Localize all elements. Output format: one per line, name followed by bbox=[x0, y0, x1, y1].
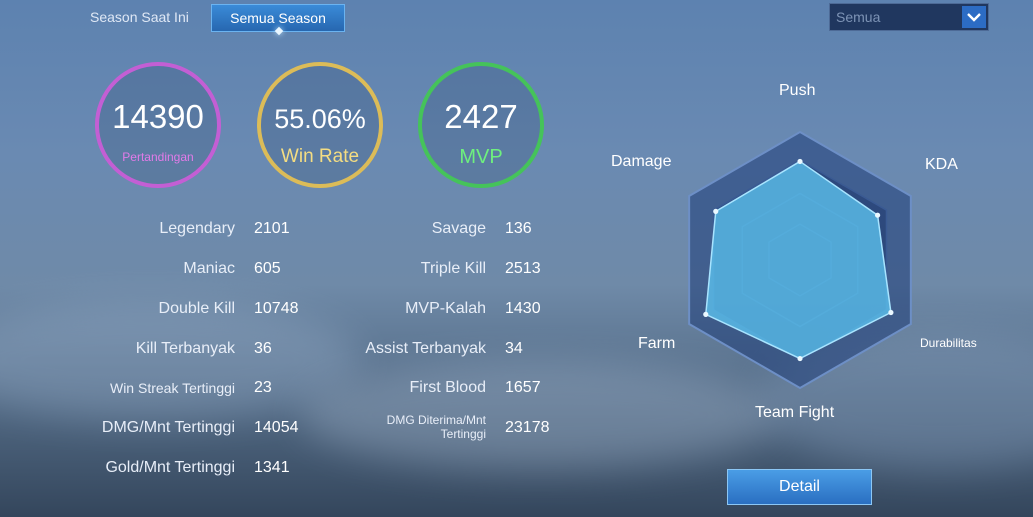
stat-value-win-streak: 23 bbox=[254, 379, 272, 396]
stat-value-first-blood: 1657 bbox=[505, 379, 541, 396]
tab-all-season-label: Semua Season bbox=[230, 10, 326, 26]
dropdown-selected-value: Semua bbox=[836, 9, 881, 25]
stat-value-assist-terbanyak: 34 bbox=[505, 340, 523, 357]
radar-point-durabilitas bbox=[888, 309, 894, 316]
radar-label-kda: KDA bbox=[925, 156, 958, 173]
radar-label-durabilitas: Durabilitas bbox=[920, 336, 977, 350]
stat-label-first-blood: First Blood bbox=[409, 379, 486, 396]
tab-current-season[interactable]: Season Saat Ini bbox=[90, 9, 189, 25]
matches-value: 14390 bbox=[112, 98, 204, 135]
stat-label-dmg-diterima: DMG Diterima/Mnt Tertinggi bbox=[386, 413, 486, 441]
stat-label-dmg-mnt: DMG/Mnt Tertinggi bbox=[101, 419, 235, 436]
tab-selected-indicator bbox=[274, 26, 284, 36]
radar-point-farm bbox=[703, 311, 709, 317]
stat-label-double-kill: Double Kill bbox=[158, 300, 235, 317]
stat-value-savage: 136 bbox=[505, 220, 532, 237]
radar-point-damage bbox=[713, 208, 719, 214]
season-filter-dropdown[interactable]: Semua bbox=[829, 3, 989, 31]
mvp-ring: 2427 MVP bbox=[418, 62, 544, 188]
radar-label-push: Push bbox=[779, 82, 816, 99]
stat-label-kill-terbanyak: Kill Terbanyak bbox=[135, 340, 235, 357]
radar-label-team-fight: Team Fight bbox=[755, 404, 835, 421]
radar-svg bbox=[688, 130, 912, 390]
stat-label-assist-terbanyak: Assist Terbanyak bbox=[365, 340, 486, 357]
stat-value-maniac: 605 bbox=[254, 260, 281, 277]
radar-label-farm: Farm bbox=[638, 335, 676, 352]
stat-value-triple-kill: 2513 bbox=[505, 260, 541, 277]
radar-chart bbox=[600, 70, 1030, 460]
stat-value-double-kill: 10748 bbox=[254, 300, 299, 317]
tab-all-season[interactable]: Semua Season bbox=[211, 4, 345, 36]
stat-value-dmg-diterima: 23178 bbox=[505, 419, 550, 436]
detail-button[interactable]: Detail bbox=[727, 469, 872, 505]
mvp-value: 2427 bbox=[444, 98, 518, 135]
stat-label-win-streak: Win Streak Tertinggi bbox=[109, 380, 235, 396]
stat-label-gold-mnt: Gold/Mnt Tertinggi bbox=[105, 459, 235, 476]
radar-point-push bbox=[797, 158, 803, 165]
stat-value-gold-mnt: 1341 bbox=[254, 459, 290, 476]
win-rate-ring: 55.06% Win Rate bbox=[257, 62, 383, 188]
stat-label-savage: Savage bbox=[431, 220, 486, 237]
stat-value-mvp-kalah: 1430 bbox=[505, 300, 541, 317]
stat-label-maniac: Maniac bbox=[183, 260, 235, 277]
cloud-decoration bbox=[0, 300, 360, 420]
stat-value-kill-terbanyak: 36 bbox=[254, 340, 272, 357]
matches-label: Pertandingan bbox=[122, 150, 194, 164]
radar-point-kda bbox=[874, 212, 881, 218]
win-rate-value: 55.06% bbox=[274, 104, 366, 134]
radar-point-team-fight bbox=[797, 355, 803, 362]
cloud-decoration bbox=[300, 360, 780, 470]
stat-value-dmg-mnt: 14054 bbox=[254, 419, 299, 436]
radar-label-damage: Damage bbox=[611, 153, 672, 170]
stat-label-mvp-kalah: MVP-Kalah bbox=[405, 300, 486, 317]
matches-ring: 14390 Pertandingan bbox=[95, 62, 221, 188]
stat-label-legendary: Legendary bbox=[159, 220, 235, 237]
mvp-label: MVP bbox=[459, 146, 503, 168]
stat-value-legendary: 2101 bbox=[254, 220, 290, 237]
win-rate-label: Win Rate bbox=[280, 146, 360, 167]
stat-label-triple-kill: Triple Kill bbox=[420, 260, 486, 277]
chevron-down-icon[interactable] bbox=[962, 6, 986, 28]
